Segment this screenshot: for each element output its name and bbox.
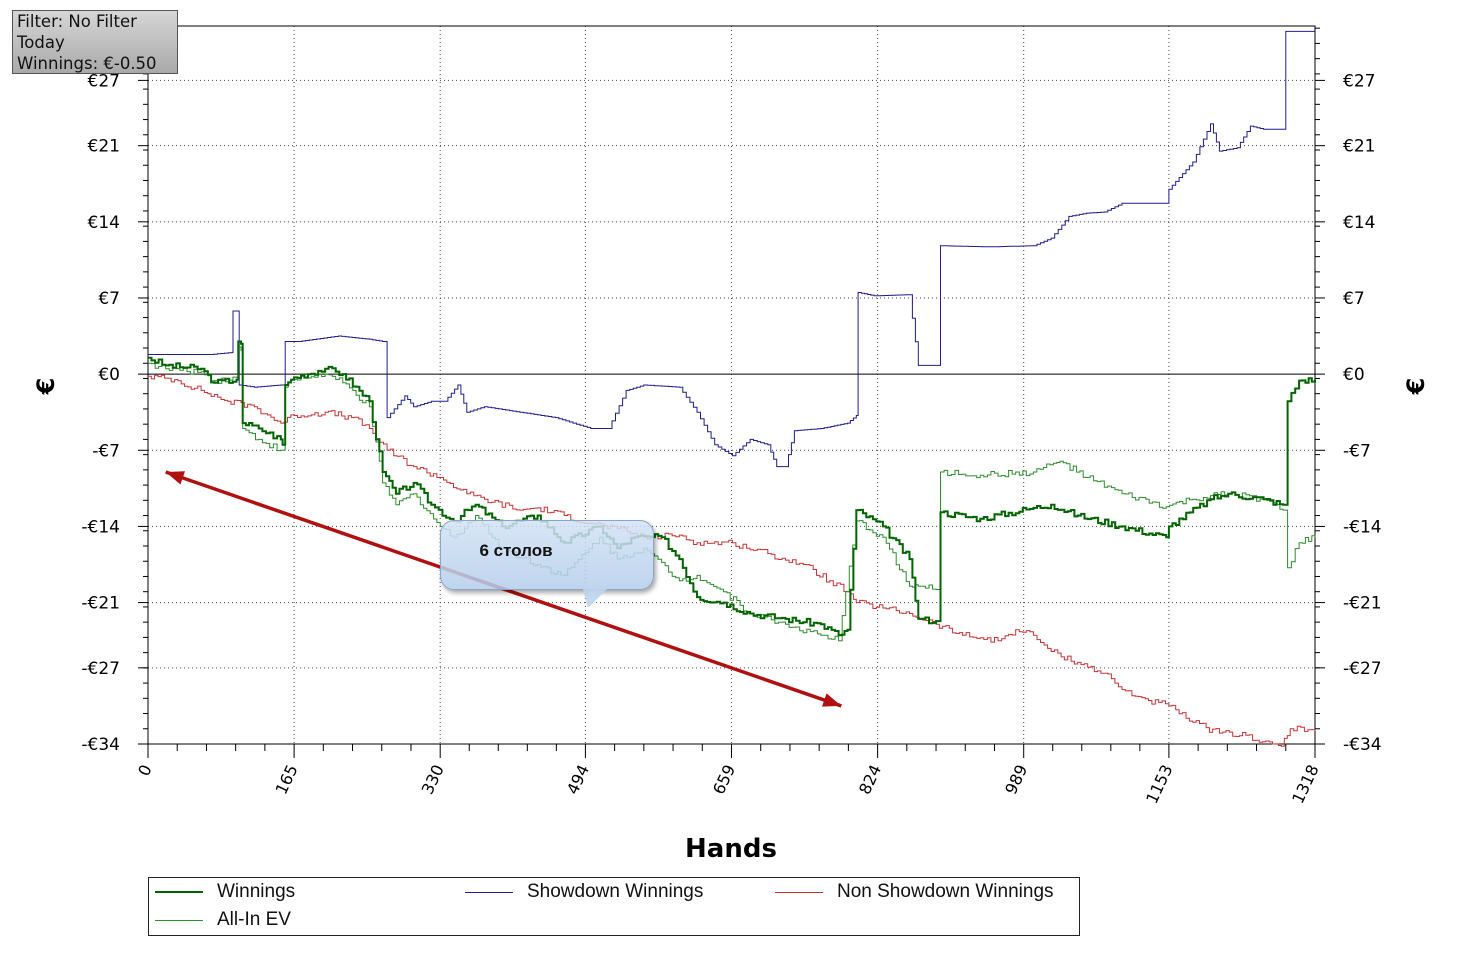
x-tick-label: 0 (134, 762, 156, 779)
series-layer (148, 30, 1316, 747)
annotation-text: 6 столов (479, 541, 553, 560)
y-tick-label-right: €27 (1343, 71, 1375, 91)
x-tick-label: 165 (272, 762, 302, 798)
legend-item-non-showdown: Non Showdown Winnings (769, 879, 1054, 905)
filter-label: Filter: No Filter (17, 12, 137, 31)
y-tick-label-right: -€7 (1343, 441, 1371, 461)
y-tick-label-left: €21 (88, 137, 120, 157)
x-tick-label: 330 (418, 762, 448, 798)
legend-swatch-showdown (465, 891, 513, 893)
x-tick-label: 989 (1001, 762, 1031, 798)
y-tick-label-left: €0 (98, 365, 120, 385)
callout-tail (582, 586, 610, 608)
y-tick-label-right: -€14 (1343, 517, 1382, 537)
series-line-3 (148, 374, 1316, 747)
x-tick-label: 494 (563, 762, 593, 798)
x-tick-label: 824 (855, 762, 885, 798)
series-line-0 (148, 340, 1316, 637)
legend-label-winnings: Winnings (217, 881, 296, 902)
x-tick-label: 659 (709, 762, 739, 798)
legend-label-non-showdown: Non Showdown Winnings (837, 881, 1054, 902)
legend-label-showdown: Showdown Winnings (527, 881, 704, 902)
legend: Winnings All-In EV Showdown Winnings Non… (148, 877, 1080, 936)
winnings-label: Winnings: €-0.50 (17, 54, 157, 73)
y-tick-label-left: €14 (88, 213, 120, 233)
series-line-2 (148, 30, 1315, 468)
y-tick-label-left: -€21 (81, 594, 120, 614)
y-tick-label-right: -€27 (1343, 659, 1382, 679)
arrow-head (165, 471, 186, 485)
x-axis-title: Hands (685, 834, 777, 864)
y-tick-label-right: €14 (1343, 213, 1375, 233)
legend-swatch-allin-ev (155, 919, 203, 921)
legend-swatch-winnings (155, 891, 203, 893)
legend-swatch-non-showdown (775, 891, 823, 893)
y-tick-labels-right: €27 €21 €14 €7 €0 -€7 -€14 -€21 -€27 -€34 (1343, 71, 1382, 755)
y-tick-label-left: €27 (88, 71, 120, 91)
x-tick-label: 1153 (1142, 762, 1176, 807)
y-tick-label-right: -€34 (1343, 735, 1382, 755)
period-label: Today (17, 33, 65, 52)
y-tick-label-right: -€21 (1343, 594, 1382, 614)
legend-item-allin-ev: All-In EV (149, 907, 291, 933)
series-line-1 (148, 346, 1316, 642)
y-tick-label-left: -€34 (81, 735, 120, 755)
y-tick-label-left: -€27 (81, 659, 120, 679)
y-axis-title-right: € (1402, 378, 1430, 396)
minor-ticks (138, 27, 1325, 758)
y-tick-label-right: €0 (1343, 365, 1365, 385)
grid (148, 26, 1315, 744)
y-tick-labels-left: €27 €21 €14 €7 €0 -€7 -€14 -€21 -€27 -€34 (81, 71, 120, 755)
y-axis-title-left: € (32, 378, 60, 396)
legend-item-winnings: Winnings (149, 879, 295, 905)
x-tick-labels: 0 165 330 494 659 824 989 1153 1318 (134, 762, 1323, 807)
arrow-head (821, 693, 842, 707)
filter-info-box: Filter: No Filter Today Winnings: €-0.50 (12, 10, 178, 74)
x-tick-label: 1318 (1288, 762, 1322, 807)
y-tick-label-left: -€7 (92, 441, 120, 461)
annotation-callout: 6 столов (440, 520, 654, 590)
legend-label-allin-ev: All-In EV (217, 909, 291, 930)
legend-item-showdown: Showdown Winnings (459, 879, 703, 905)
y-tick-label-left: -€14 (81, 517, 120, 537)
y-tick-label-right: €7 (1343, 289, 1365, 309)
y-tick-label-left: €7 (98, 289, 120, 309)
y-tick-label-right: €21 (1343, 137, 1375, 157)
plot-frame (147, 25, 1316, 745)
